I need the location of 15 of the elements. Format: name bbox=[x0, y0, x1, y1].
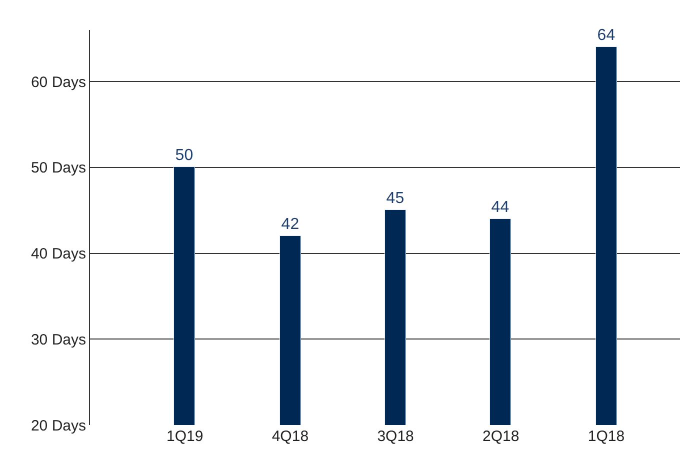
x-tick-label: 1Q19 bbox=[166, 428, 204, 445]
data-label: 42 bbox=[281, 216, 300, 233]
x-tick-label: 2Q18 bbox=[482, 428, 520, 445]
y-tick-label: 20 Days bbox=[30, 417, 86, 434]
x-tick-label: 4Q18 bbox=[272, 428, 309, 445]
y-tick-label: 50 Days bbox=[30, 160, 86, 177]
y-tick-label: 60 Days bbox=[30, 74, 86, 91]
x-tick-label: 3Q18 bbox=[377, 428, 414, 445]
x-tick-label: 1Q18 bbox=[588, 428, 625, 445]
y-tick-label: 40 Days bbox=[30, 246, 86, 263]
data-label: 64 bbox=[597, 26, 616, 44]
data-label: 45 bbox=[386, 190, 404, 207]
y-tick-label: 30 Days bbox=[30, 331, 86, 348]
data-label: 44 bbox=[491, 198, 510, 216]
data-label: 50 bbox=[175, 146, 194, 164]
